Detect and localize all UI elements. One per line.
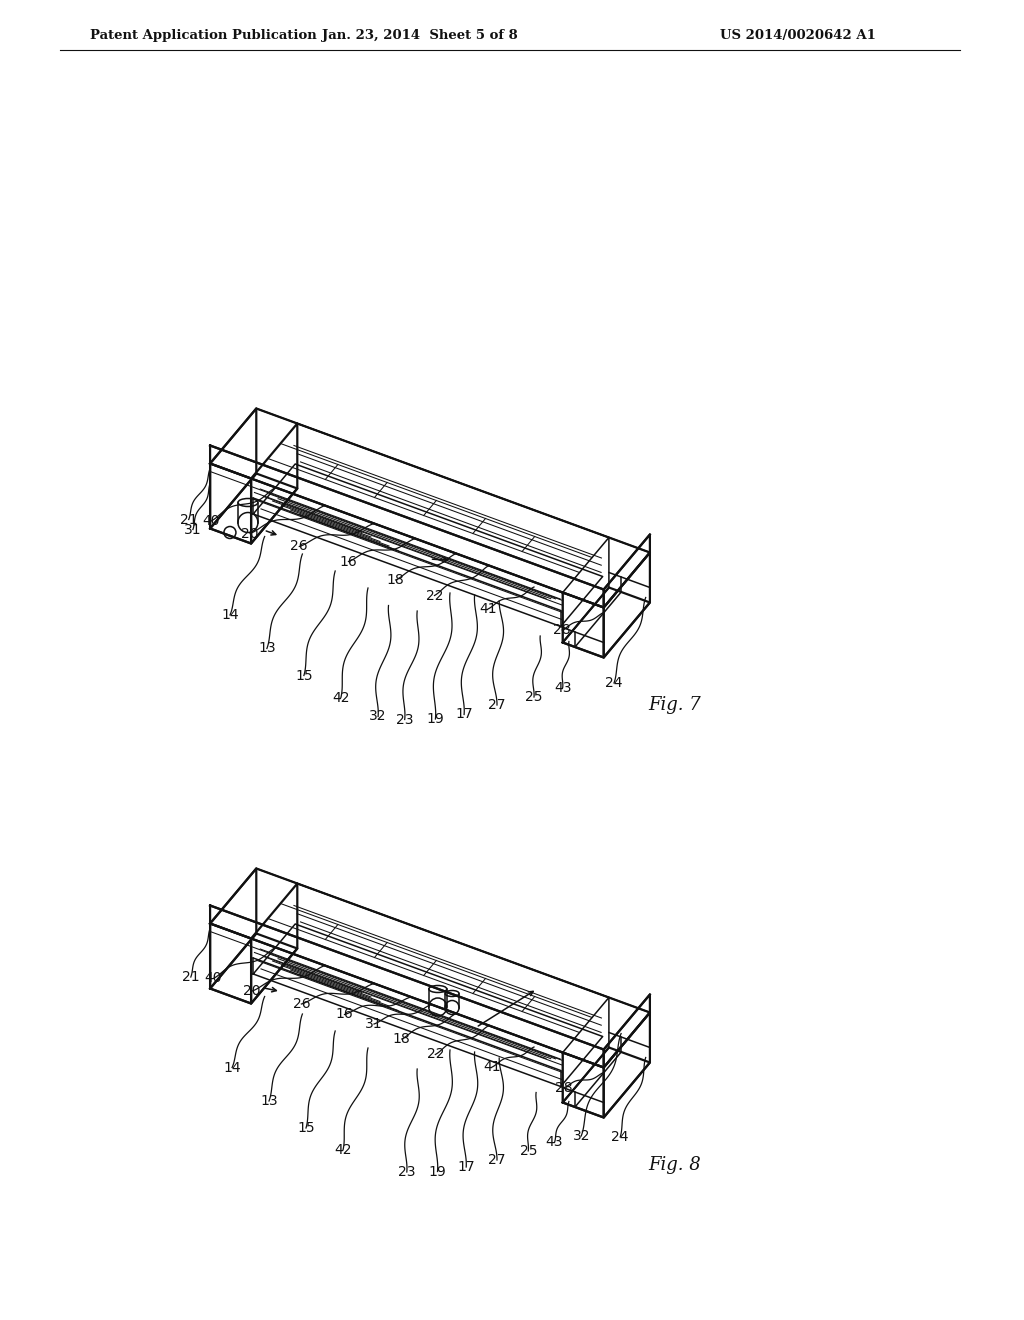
Text: 23: 23 <box>396 713 414 726</box>
Text: 15: 15 <box>297 1121 314 1135</box>
Text: 25: 25 <box>525 690 543 704</box>
Text: 14: 14 <box>221 609 239 622</box>
Text: 41: 41 <box>479 602 497 616</box>
Text: 32: 32 <box>572 1129 590 1143</box>
Text: 43: 43 <box>554 681 571 694</box>
Text: 19: 19 <box>429 1164 446 1179</box>
Text: US 2014/0020642 A1: US 2014/0020642 A1 <box>720 29 876 41</box>
Text: 21: 21 <box>180 512 198 527</box>
Text: 20: 20 <box>242 527 259 540</box>
Text: 20: 20 <box>244 983 261 998</box>
Text: 22: 22 <box>426 589 443 602</box>
Text: 18: 18 <box>393 1032 411 1045</box>
Text: Patent Application Publication: Patent Application Publication <box>90 29 316 41</box>
Text: 26: 26 <box>291 540 308 553</box>
Text: 16: 16 <box>336 1007 353 1022</box>
Text: 43: 43 <box>546 1135 563 1150</box>
Text: 28: 28 <box>555 1081 573 1094</box>
Text: 27: 27 <box>488 1152 506 1167</box>
Text: 32: 32 <box>370 710 387 723</box>
Text: 26: 26 <box>293 997 310 1011</box>
Text: 24: 24 <box>605 676 623 690</box>
Text: 40: 40 <box>205 972 222 986</box>
Text: 40: 40 <box>203 513 220 528</box>
Text: 13: 13 <box>260 1094 278 1107</box>
Text: 41: 41 <box>483 1060 501 1074</box>
Text: 19: 19 <box>427 711 444 726</box>
Text: Fig. 7: Fig. 7 <box>648 696 700 714</box>
Text: 23: 23 <box>398 1166 416 1179</box>
Text: 17: 17 <box>456 708 473 722</box>
Text: 31: 31 <box>184 523 202 536</box>
Text: 21: 21 <box>182 970 200 983</box>
Text: 22: 22 <box>427 1048 444 1061</box>
Text: 14: 14 <box>223 1060 241 1074</box>
Text: 25: 25 <box>519 1144 537 1158</box>
Text: 42: 42 <box>334 1143 352 1158</box>
Text: 16: 16 <box>340 554 357 569</box>
Text: 27: 27 <box>488 698 506 711</box>
Text: 18: 18 <box>387 573 404 587</box>
Text: 17: 17 <box>458 1160 475 1173</box>
Text: 42: 42 <box>332 690 349 705</box>
Text: 13: 13 <box>258 642 275 656</box>
Text: Jan. 23, 2014  Sheet 5 of 8: Jan. 23, 2014 Sheet 5 of 8 <box>323 29 518 41</box>
Text: 15: 15 <box>295 668 312 682</box>
Text: Fig. 8: Fig. 8 <box>648 1155 700 1173</box>
Text: 28: 28 <box>553 623 571 638</box>
Text: 24: 24 <box>611 1130 629 1144</box>
Text: 31: 31 <box>366 1016 383 1031</box>
